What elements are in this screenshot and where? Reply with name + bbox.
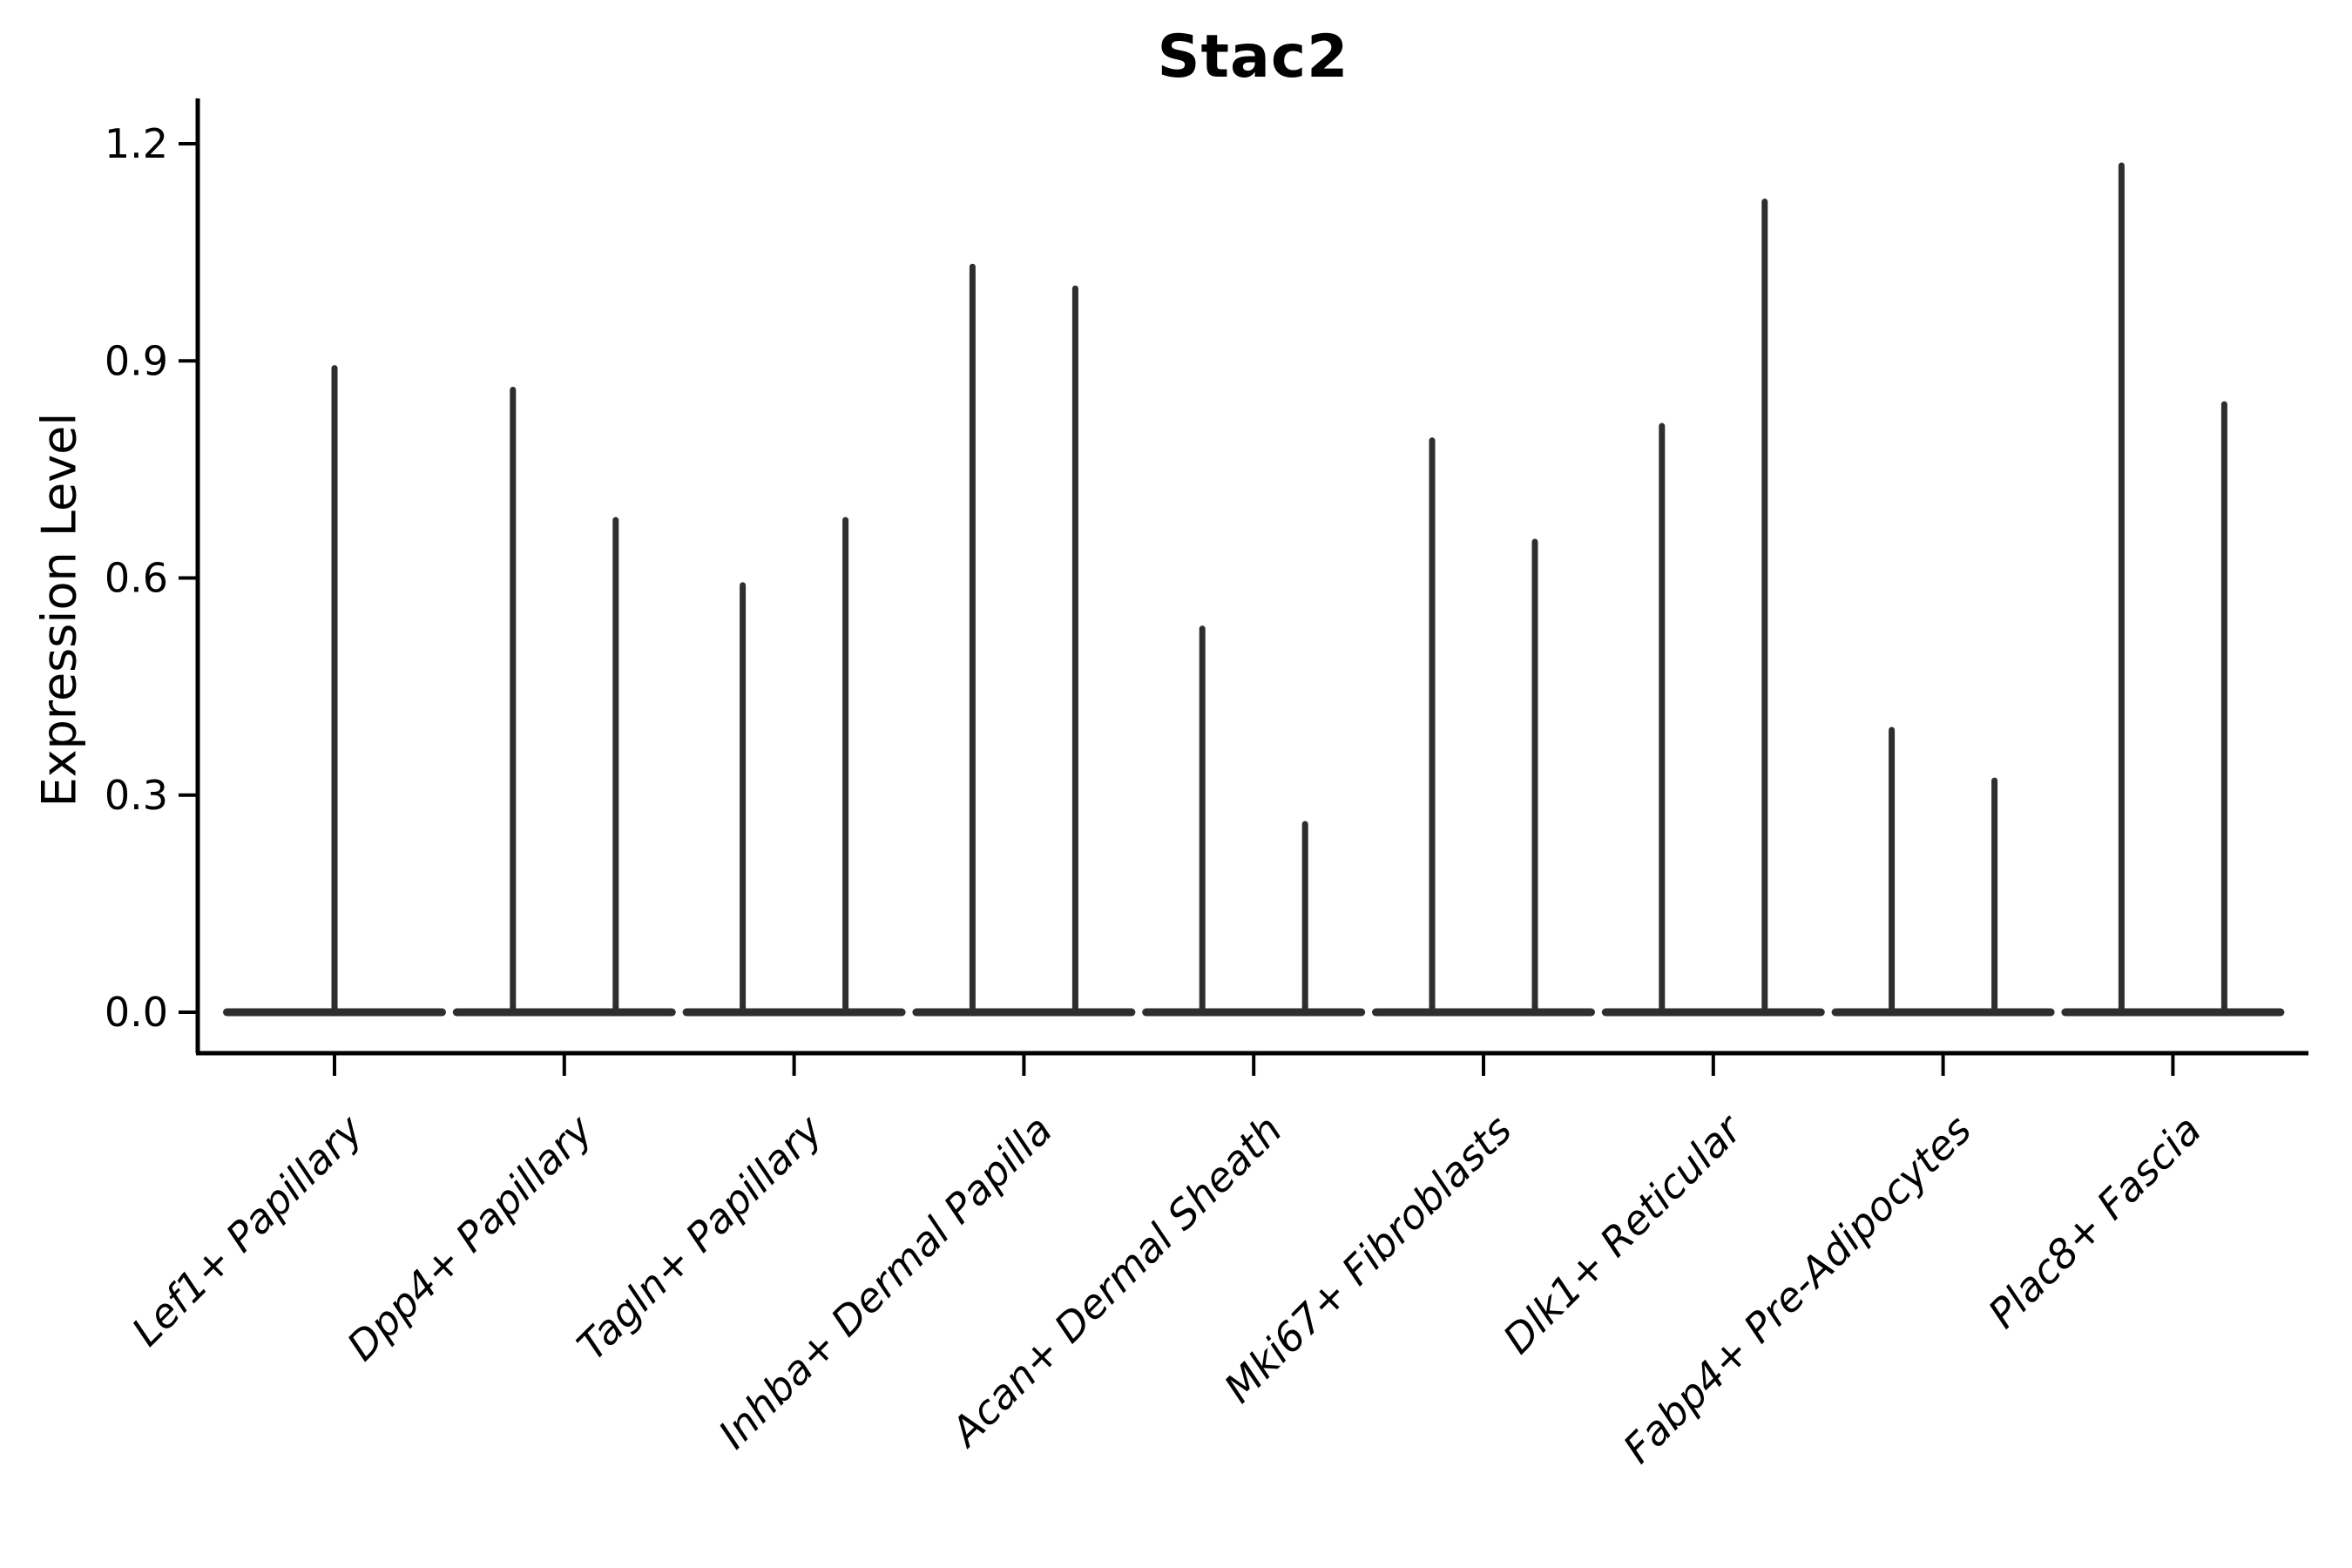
y-axis-tick-label: 0.9 (105, 337, 168, 384)
y-axis-tick-label: 0.0 (105, 989, 168, 1036)
y-axis-tick-label: 0.3 (105, 772, 168, 819)
chart-title: Stac2 (1157, 23, 1349, 91)
x-axis-category-label: Dlk1+ Reticular (1494, 1104, 1753, 1362)
x-axis-category-label: Dpp4+ Papillary (338, 1105, 602, 1369)
y-axis-tick-label: 1.2 (105, 120, 168, 167)
x-axis-category-label: Plac8+ Fascia (1979, 1106, 2210, 1337)
y-axis-tick-label: 0.6 (105, 555, 168, 602)
x-axis-category-label: Lef1+ Papillary (123, 1105, 372, 1355)
x-axis-category-label: Tagln+ Papillary (568, 1105, 832, 1369)
